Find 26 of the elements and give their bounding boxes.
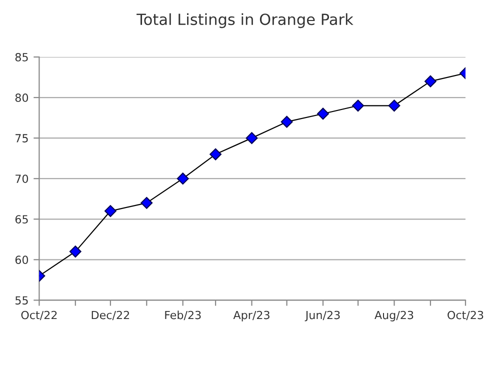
x-tick-label: Aug/23 — [374, 310, 414, 322]
point — [69, 246, 82, 258]
chart-title: Total Listings in Orange Park — [136, 13, 354, 28]
y-tick-label: 60 — [15, 256, 28, 264]
x-tick-label: Oct/23 — [448, 310, 484, 320]
y-tick-label: 55 — [16, 296, 28, 305]
y-tick-label: 85 — [15, 52, 28, 62]
point — [176, 172, 189, 185]
point — [246, 132, 258, 144]
point — [210, 148, 222, 160]
y-tick-label: 65 — [15, 215, 28, 224]
y-tick-label: 75 — [16, 134, 28, 142]
point — [140, 196, 153, 209]
y-tick-label: 80 — [15, 94, 28, 102]
point — [424, 75, 436, 88]
x-tick-label: Feb/23 — [165, 310, 201, 320]
point — [352, 100, 364, 112]
point — [104, 205, 116, 217]
x-tick-label: Apr/23 — [233, 310, 270, 322]
point — [388, 100, 400, 112]
y-tick-label: 70 — [16, 174, 28, 183]
point — [317, 108, 329, 120]
x-tick-label: Jun/23 — [304, 310, 340, 322]
point — [280, 116, 293, 128]
x-tick-label: Oct/22 — [21, 310, 57, 320]
x-tick-label: Dec/22 — [92, 310, 130, 320]
